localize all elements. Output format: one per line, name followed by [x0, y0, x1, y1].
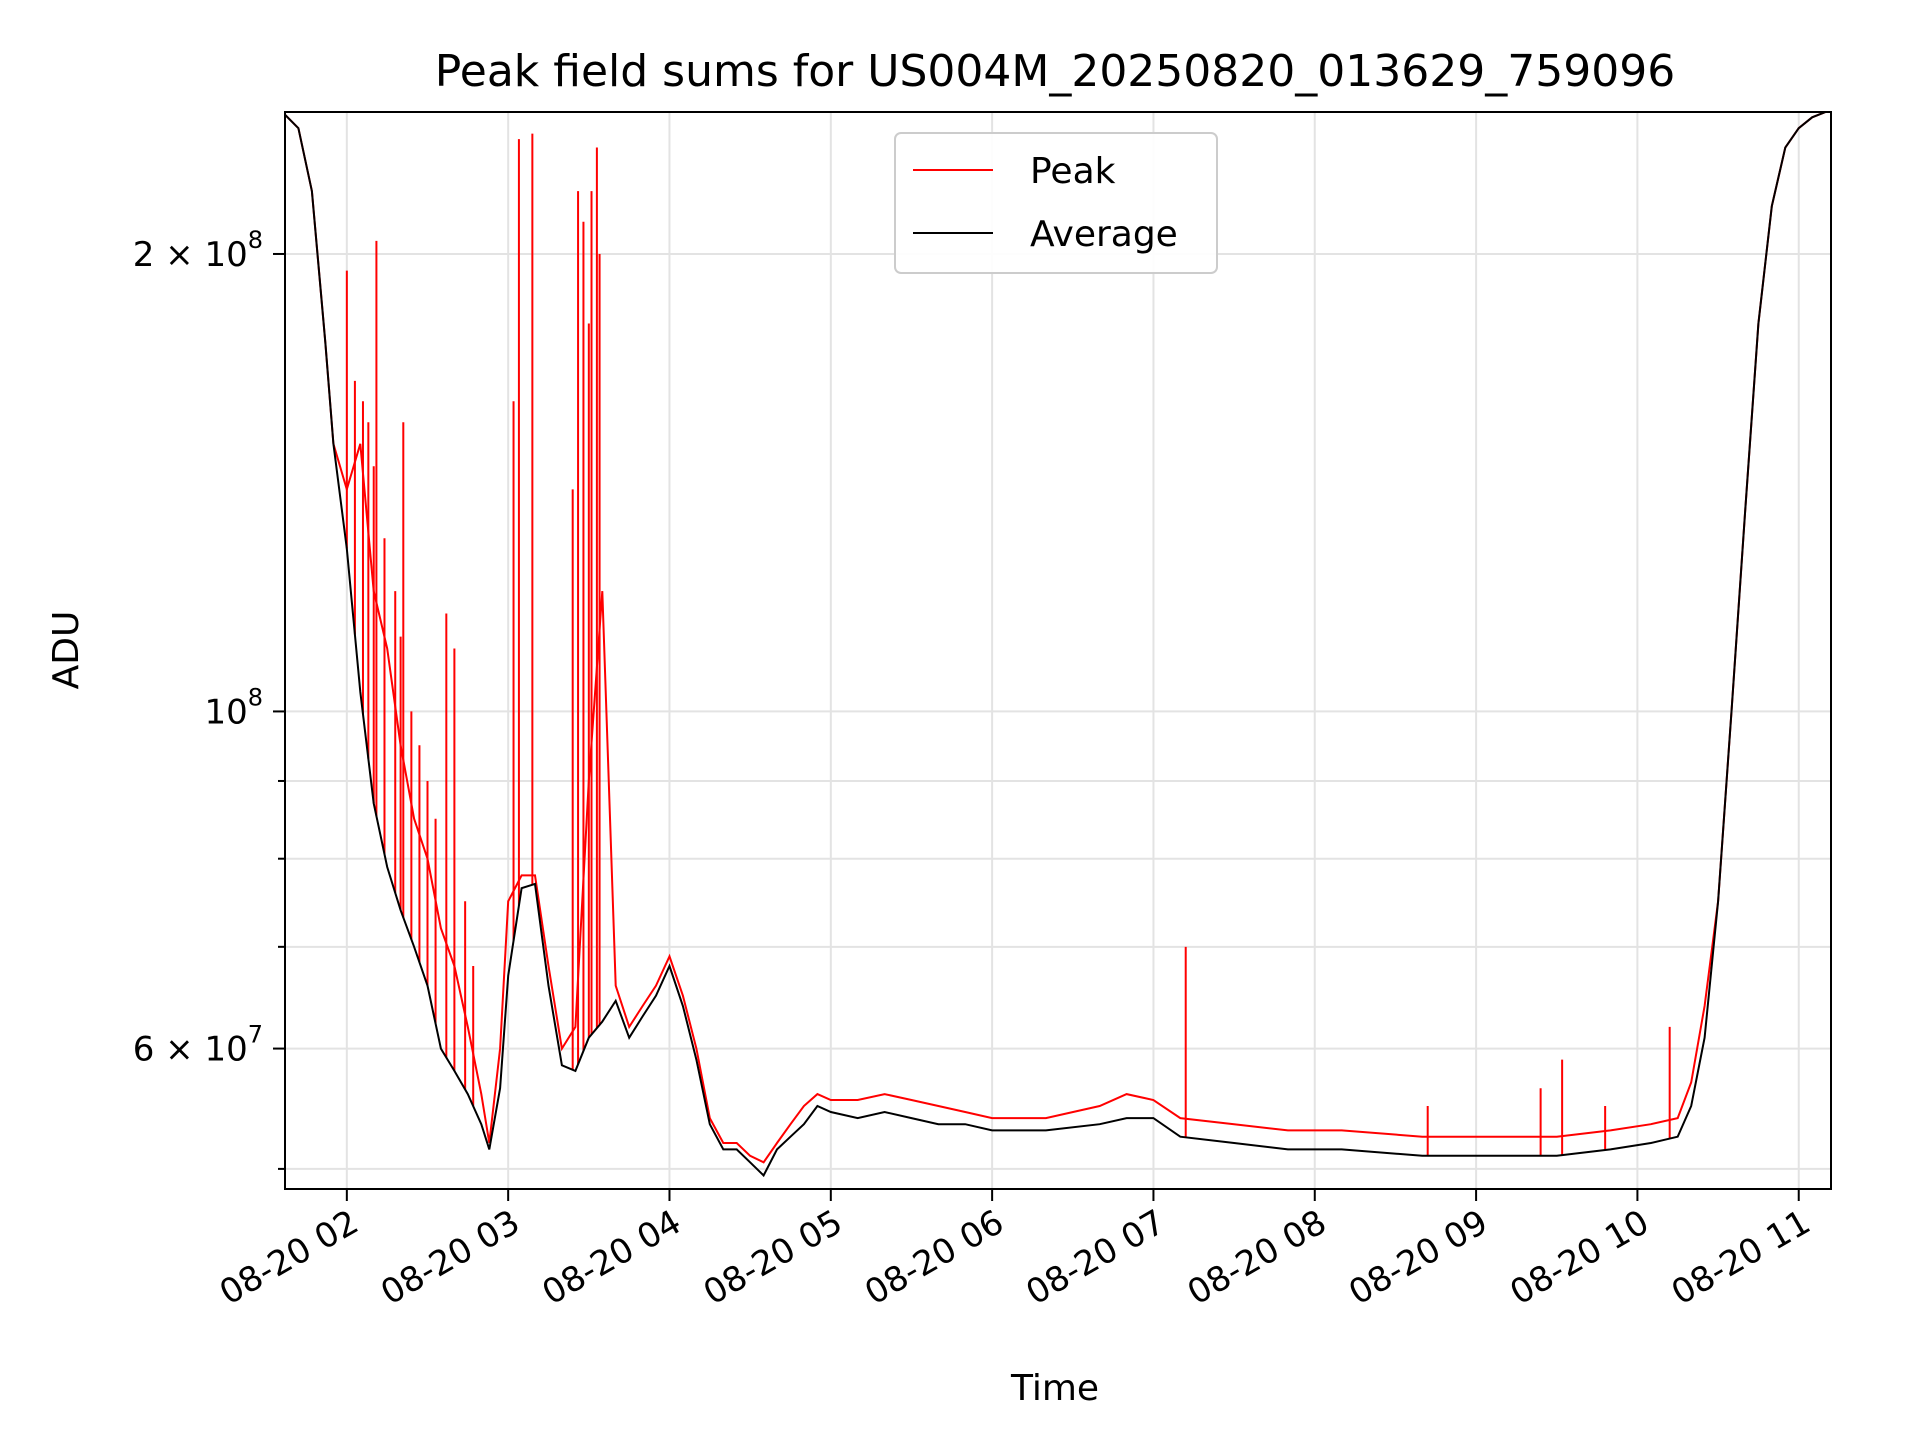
- y-tick-label: 6 × 107: [133, 1021, 263, 1070]
- series-line-peak: [285, 112, 1826, 1164]
- y-tick-exponent: 7: [248, 1021, 263, 1049]
- y-tick-exponent: 8: [248, 683, 263, 711]
- legend-label-peak: Peak: [1030, 151, 1116, 192]
- axes-frame: [284, 111, 1832, 1190]
- chart-title: Peak field sums for US004M_20250820_0136…: [435, 46, 1675, 97]
- legend-box: [894, 132, 1218, 274]
- x-axis-label: Time: [1010, 1368, 1099, 1409]
- y-axis-label: ADU: [46, 611, 87, 690]
- legend: Peak Average: [894, 132, 1218, 274]
- legend-label-average: Average: [1030, 214, 1178, 255]
- series-line-average: [285, 112, 1826, 1178]
- plot-area: [285, 112, 1826, 1178]
- y-tick-label: 2 × 108: [133, 226, 263, 275]
- y-tick-exponent: 8: [248, 226, 263, 254]
